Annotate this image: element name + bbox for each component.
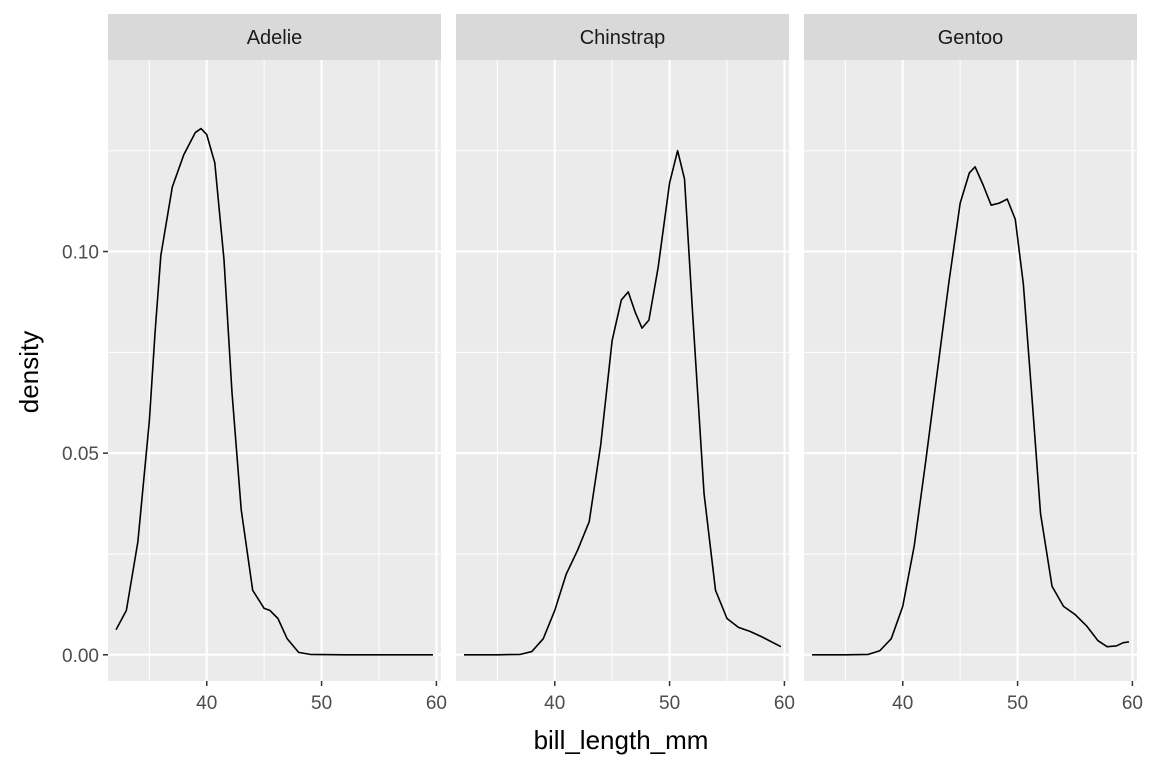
x-tick-label: 50 xyxy=(1007,693,1028,714)
panel-adelie: Adelie xyxy=(108,14,441,681)
panel-background xyxy=(108,60,441,681)
panel-background xyxy=(456,60,789,681)
x-axis-title: bill_length_mm xyxy=(534,725,709,755)
panel-background xyxy=(804,60,1137,681)
x-tick-label: 40 xyxy=(196,693,217,714)
facet-panels: Adelie Chinstrap Gentoo xyxy=(108,14,1137,681)
facet-strip-label: Chinstrap xyxy=(580,27,666,49)
x-tick-label: 60 xyxy=(1122,693,1143,714)
facet-strip-label: Adelie xyxy=(247,27,303,49)
y-tick-label: 0.00 xyxy=(62,646,99,667)
panel-chinstrap: Chinstrap xyxy=(456,14,789,681)
x-tick-label: 60 xyxy=(774,693,795,714)
x-tick-label: 50 xyxy=(659,693,680,714)
x-tick-label: 50 xyxy=(311,693,332,714)
facet-strip xyxy=(804,14,1137,60)
facet-strip-label: Gentoo xyxy=(938,27,1004,49)
y-tick-label: 0.10 xyxy=(62,243,99,264)
facet-strip xyxy=(108,14,441,60)
x-tick-label: 40 xyxy=(892,693,913,714)
x-axis-ticks: 40 50 60 40 50 60 40 50 60 xyxy=(196,681,1143,714)
y-axis-title: density xyxy=(14,331,44,413)
density-line-adelie xyxy=(115,127,433,656)
x-tick-label: 40 xyxy=(544,693,565,714)
y-tick-label: 0.05 xyxy=(62,444,99,465)
y-axis-ticks: 0.00 0.05 0.10 xyxy=(62,243,108,667)
density-line-chinstrap xyxy=(464,149,782,656)
facet-strip xyxy=(456,14,789,60)
density-line-gentoo xyxy=(812,166,1130,656)
panel-gentoo: Gentoo xyxy=(804,14,1137,681)
x-tick-label: 60 xyxy=(426,693,447,714)
